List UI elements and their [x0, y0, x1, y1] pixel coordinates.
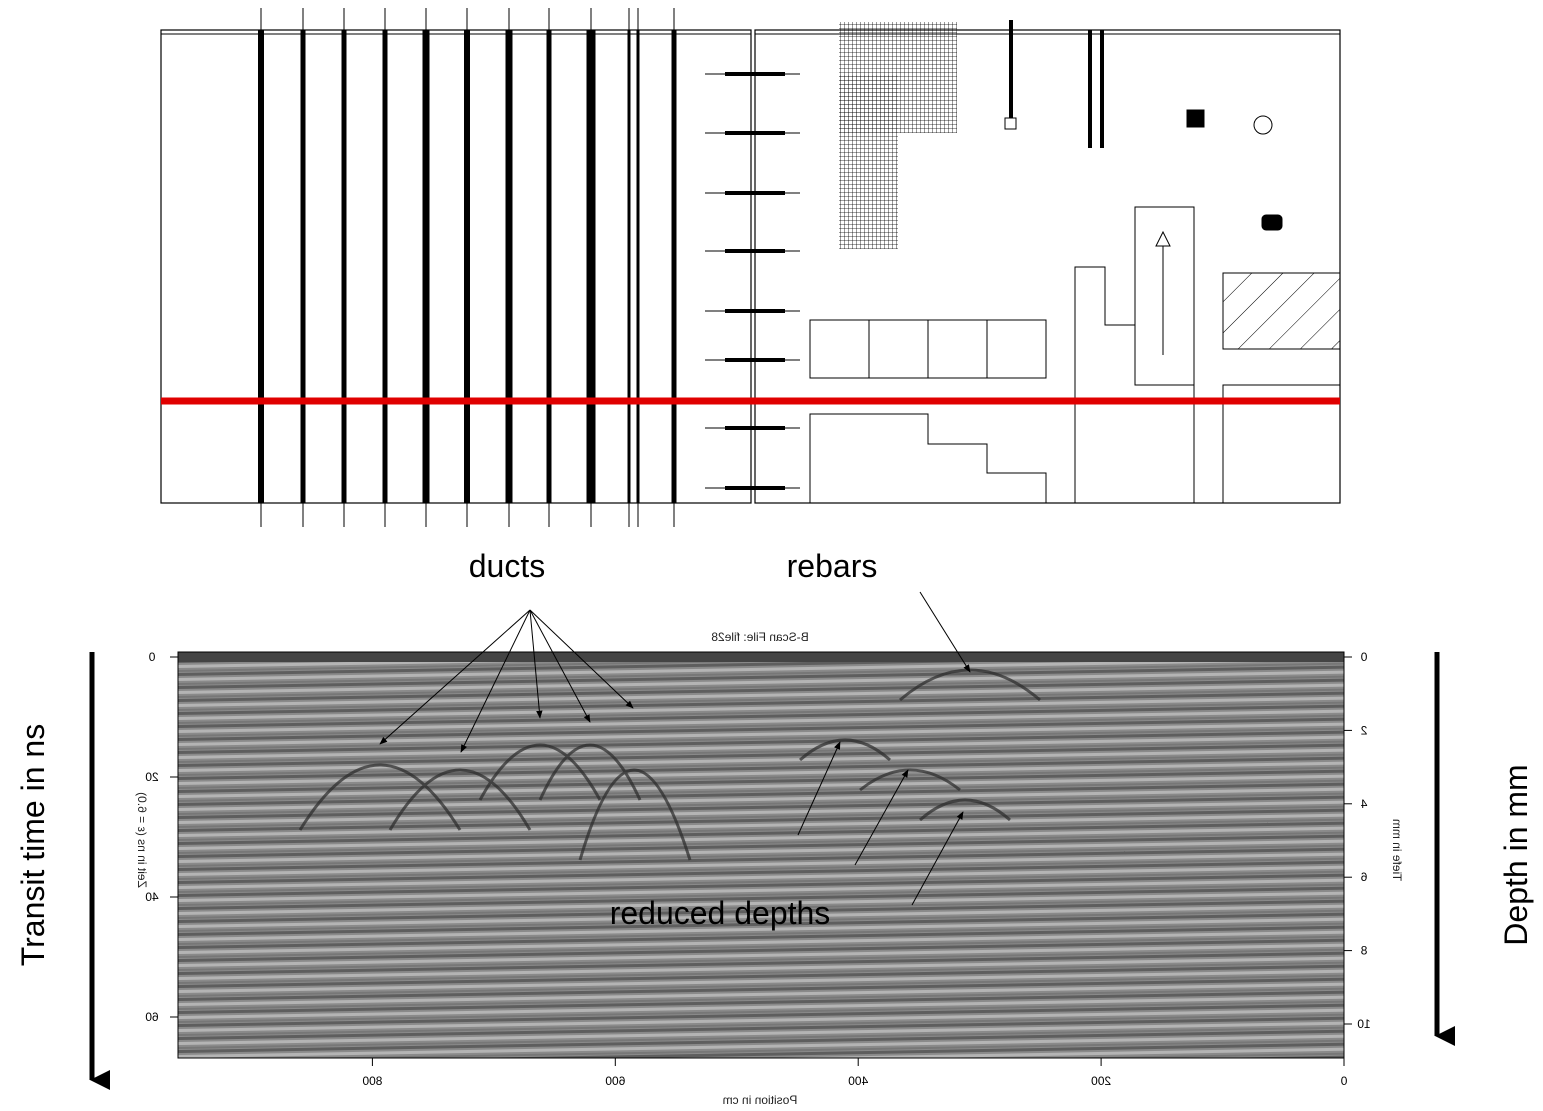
left-axis-title: Transit time in ns	[15, 724, 51, 966]
b-scan: B-Scan File: file28 Position in cm Zeit …	[135, 630, 1404, 1107]
x-tick-label: 0	[1340, 1074, 1347, 1088]
right-axis-title: Depth in mm	[1498, 764, 1534, 945]
right-tick-label: 10	[1357, 1017, 1371, 1031]
x-tick-label: 600	[605, 1074, 625, 1088]
left-tick-label: 20	[145, 770, 159, 784]
left-tick-label: 60	[145, 1010, 159, 1024]
x-tick-label: 400	[848, 1074, 868, 1088]
x-axis-label: Position in cm	[723, 1093, 798, 1107]
right-axis-label: Tiefe in mm	[1390, 819, 1404, 881]
annotations	[89, 591, 1455, 1090]
left-tick-label: 40	[145, 890, 159, 904]
x-tick-label: 800	[362, 1074, 382, 1088]
radargram	[178, 652, 1344, 1058]
x-tick-label: 200	[1091, 1074, 1111, 1088]
right-tick-label: 4	[1360, 797, 1367, 811]
left-axis-label: Zeit in ns (ε = 6.0)	[135, 792, 149, 888]
right-tick-label: 6	[1360, 870, 1367, 884]
right-tick-label: 0	[1360, 650, 1367, 664]
reduced-depths-label: reduced depths	[610, 895, 831, 931]
right-tick-label: 8	[1360, 944, 1367, 958]
ducts-label: ducts	[469, 548, 545, 584]
right-tick-label: 2	[1360, 723, 1367, 737]
rebars-label: rebars	[787, 548, 878, 584]
b-scan-title: B-Scan File: file28	[711, 630, 809, 644]
plan-view	[160, 8, 1341, 527]
left-tick-label: 0	[148, 650, 155, 664]
